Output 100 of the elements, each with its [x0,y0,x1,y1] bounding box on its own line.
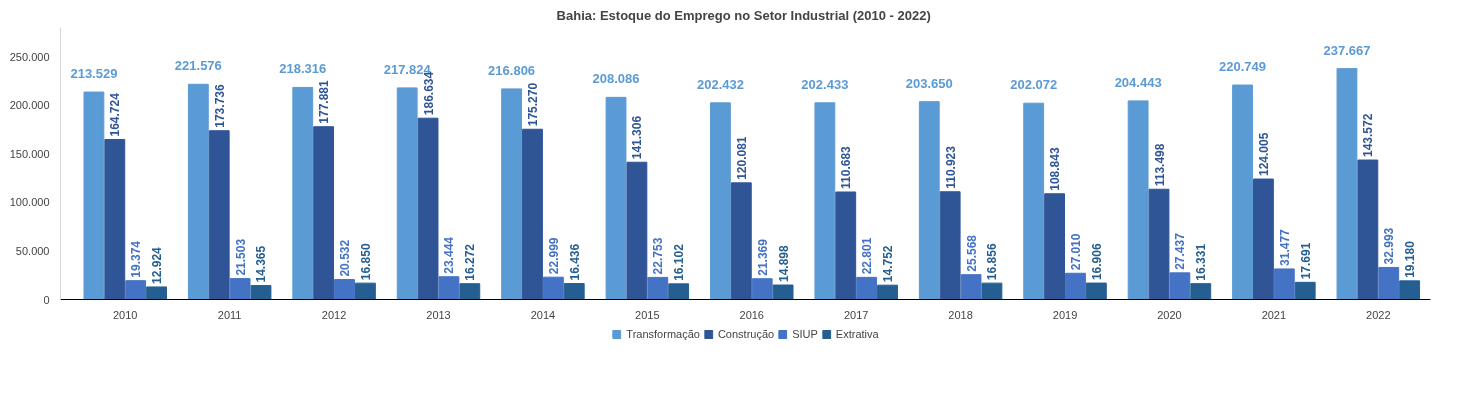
legend-label: Construção [717,328,775,340]
bar [334,279,355,300]
bar [1085,282,1107,300]
data-label: 16.436 [567,243,582,281]
data-label: 16.272 [463,243,478,281]
data-label: 16.856 [985,243,1000,281]
y-tick-label: 200.000 [9,99,50,112]
bar [417,117,439,300]
data-label: 22.753 [651,237,666,275]
data-label: 19.374 [129,240,144,278]
bar [1232,84,1253,300]
bar [250,285,272,300]
y-tick-label: 50.000 [15,244,50,257]
data-label: 202.072 [1010,77,1058,93]
y-tick-label: 0 [43,293,50,306]
bar [772,284,794,300]
bar [83,91,105,300]
x-tick-label: 2014 [530,308,556,321]
bar [1169,272,1191,300]
data-label: 19.180 [1403,240,1418,278]
x-tick-label: 2019 [1052,308,1078,321]
data-label: 108.843 [1048,147,1063,191]
data-label: 175.270 [525,82,540,127]
bar [814,102,836,300]
data-label: 216.806 [488,62,536,78]
x-tick-label: 2012 [321,308,347,321]
x-tick-label: 2010 [113,308,138,321]
bar [1357,159,1379,300]
data-label: 25.568 [964,234,979,272]
bar [187,83,209,300]
data-label: 16.906 [1089,243,1104,281]
bar [438,276,460,300]
data-label: 21.503 [233,238,248,276]
bar [960,274,982,300]
x-tick-label: 2021 [1261,308,1287,321]
bar [981,282,1003,300]
bar [104,138,126,300]
bar [877,284,898,300]
data-label: 31.477 [1277,228,1292,266]
y-tick-label: 100.000 [9,196,50,209]
bar [459,283,481,300]
data-label: 120.081 [734,136,749,180]
bar [292,86,314,300]
bar [626,161,648,300]
bar [1065,272,1086,300]
x-tick-label: 2015 [635,308,660,321]
bar [542,276,564,300]
bar [501,88,523,300]
bar [1190,283,1212,300]
bar [647,276,669,300]
bar [1294,281,1316,300]
bar [751,278,773,300]
bar [856,276,878,300]
x-tick-label: 2018 [948,308,973,321]
x-tick-label: 2020 [1157,308,1182,321]
bar [1127,100,1149,300]
data-label: 208.086 [592,71,640,87]
data-label: 20.532 [338,239,353,277]
bar [313,126,335,300]
data-label: 27.437 [1173,232,1188,270]
data-label: 113.498 [1152,143,1167,187]
data-label: 17.691 [1298,242,1313,280]
data-label: 16.102 [672,243,687,281]
bar [1044,193,1066,300]
bar [710,102,731,300]
bar [1273,268,1295,300]
data-label: 27.010 [1068,233,1083,271]
data-label: 124.005 [1256,132,1271,177]
bar [939,191,961,300]
x-tick-label: 2022 [1366,308,1391,321]
data-label: 14.898 [776,245,791,283]
x-tick-label: 2011 [217,308,242,321]
data-label: 14.752 [881,245,896,283]
bar [563,283,585,300]
data-label: 203.650 [905,75,953,91]
data-label: 23.444 [442,236,457,274]
bar [1023,102,1045,300]
bar [605,96,627,300]
bar [668,283,690,300]
data-label: 16.850 [358,243,373,281]
data-label: 213.529 [70,66,118,82]
data-label: 16.331 [1194,243,1209,281]
data-label: 14.365 [254,245,269,283]
data-label: 221.576 [174,58,222,74]
legend-label: Extrativa [835,328,879,340]
data-label: 173.736 [212,84,227,128]
data-label: 202.433 [801,76,849,92]
legend-label: SIUP [792,328,818,340]
data-label: 143.572 [1361,113,1376,158]
data-label: 110.683 [839,145,854,189]
data-label: 141.306 [630,115,645,160]
bar [1336,68,1358,300]
bar [229,278,251,300]
data-label: 32.993 [1382,227,1397,265]
data-label: 22.999 [546,237,561,275]
bar [835,191,857,300]
x-tick-label: 2017 [843,308,869,321]
bar [146,286,167,300]
data-label: 237.667 [1323,42,1371,58]
x-tick-label: 2016 [739,308,765,321]
